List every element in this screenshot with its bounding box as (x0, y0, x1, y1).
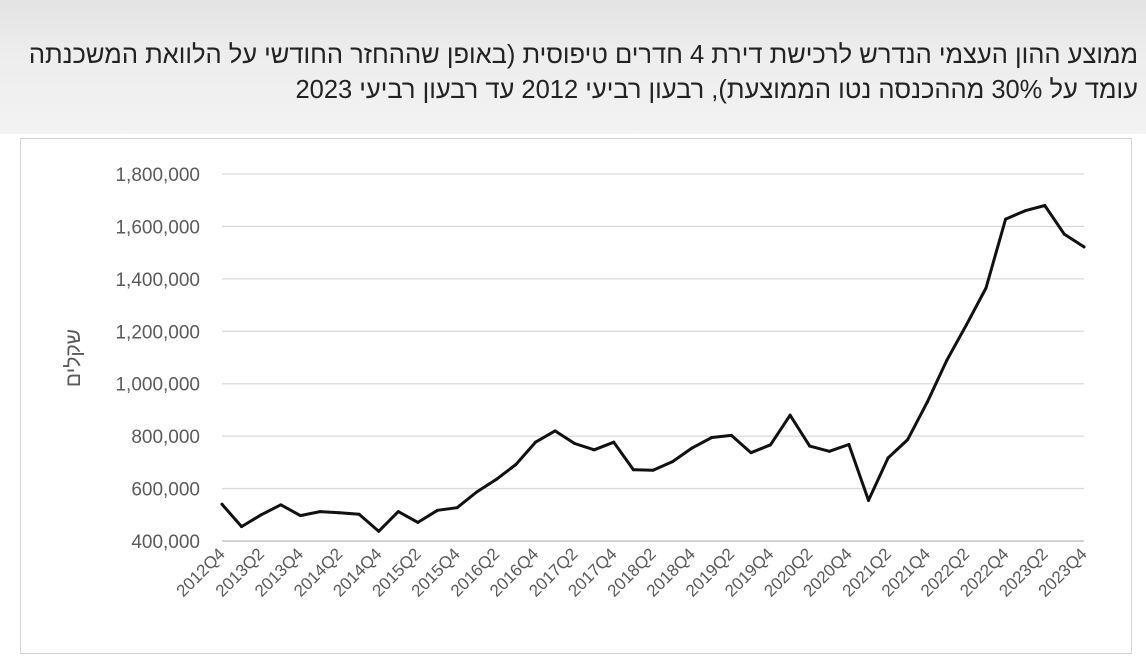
data-point (396, 510, 400, 514)
data-point (886, 456, 890, 460)
data-point (436, 508, 439, 512)
data-point (945, 358, 949, 362)
data-point (984, 286, 988, 290)
y-tick-label: 800,000 (131, 427, 200, 448)
data-point (514, 462, 518, 466)
data-point (1062, 232, 1066, 236)
data-point (964, 323, 968, 327)
data-point (357, 512, 361, 516)
data-point (1043, 203, 1047, 207)
data-point (416, 520, 420, 524)
data-point (240, 525, 244, 529)
data-point (925, 400, 929, 404)
data-point (808, 444, 812, 448)
data-point (651, 468, 655, 472)
data-point (1004, 217, 1008, 221)
y-tick-label: 600,000 (131, 480, 200, 501)
data-point (710, 435, 714, 439)
data-point (455, 506, 459, 510)
data-point (671, 460, 675, 464)
data-point (338, 511, 342, 515)
series-line (220, 204, 1086, 533)
y-tick-label: 400,000 (131, 532, 200, 553)
y-axis-title: שקלים (62, 329, 85, 387)
data-point (494, 477, 498, 481)
data-point (827, 449, 831, 453)
data-point (279, 503, 283, 507)
data-point (298, 514, 302, 518)
y-tick-label: 1,200,000 (115, 322, 200, 343)
y-tick-label: 1,400,000 (115, 270, 200, 291)
data-point (553, 429, 557, 433)
y-tick-label: 1,000,000 (115, 375, 200, 396)
y-tick-label: 1,800,000 (115, 165, 200, 186)
chart-frame (20, 138, 1132, 654)
data-point (612, 440, 616, 444)
data-point (631, 468, 635, 472)
data-point (1082, 245, 1086, 249)
data-point (788, 413, 792, 417)
chart-title: ממוצע ההון העצמי הנדרש לרכישת דירת 4 חדר… (28, 41, 1138, 104)
data-point (847, 443, 851, 447)
data-point (573, 441, 577, 445)
data-point (867, 498, 870, 502)
data-point (1023, 209, 1027, 213)
y-tick-label: 1,600,000 (115, 217, 200, 238)
data-point (690, 446, 694, 450)
data-point (475, 490, 479, 494)
data-point (749, 451, 753, 455)
data-point (259, 513, 263, 517)
data-point (729, 433, 733, 437)
data-point (769, 443, 773, 447)
data-point (318, 510, 322, 514)
data-point (377, 529, 381, 533)
data-point (533, 440, 537, 444)
data-point (220, 502, 224, 506)
data-point (906, 438, 910, 442)
title-banner: ממוצע ההון העצמי הנדרש לרכישת דירת 4 חדר… (0, 0, 1146, 134)
data-point (592, 448, 596, 452)
